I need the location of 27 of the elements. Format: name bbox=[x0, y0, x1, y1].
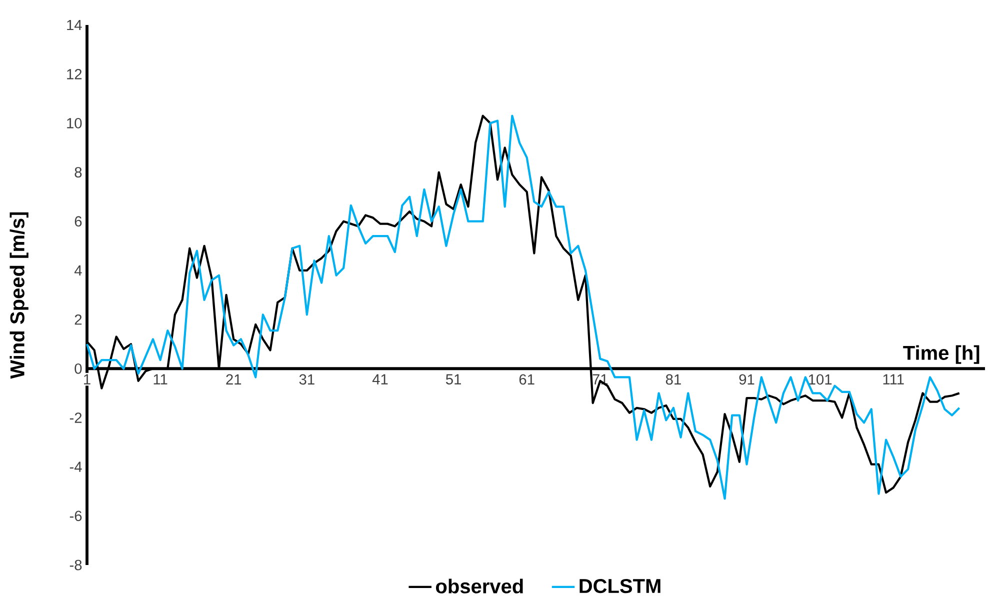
x-tick-label: 61 bbox=[519, 374, 534, 385]
y-tick-label: -8 bbox=[70, 560, 82, 570]
y-tick-label: -4 bbox=[70, 462, 82, 472]
legend-label: DCLSTM bbox=[580, 578, 660, 594]
x-axis-title: Time [h] bbox=[903, 345, 980, 364]
y-tick-label: 8 bbox=[74, 167, 82, 178]
x-tick-label: 41 bbox=[372, 374, 388, 384]
y-axis-title: Wind Speed [m/s] bbox=[10, 212, 28, 379]
y-tick-label: 14 bbox=[67, 20, 82, 30]
y-tick-label: 2 bbox=[74, 314, 82, 325]
y-tick-label: 4 bbox=[74, 265, 82, 276]
y-tick-label: -2 bbox=[70, 412, 82, 423]
y-tick-label: -6 bbox=[70, 510, 82, 522]
x-tick-label: 111 bbox=[883, 374, 904, 384]
x-tick-label: 21 bbox=[226, 374, 242, 384]
x-tick-label: 1 bbox=[84, 374, 90, 384]
x-tick-label: 101 bbox=[808, 374, 832, 385]
y-tick-label: 0 bbox=[74, 363, 82, 374]
legend-label: observed bbox=[436, 578, 523, 594]
y-tick-label: 12 bbox=[67, 68, 82, 80]
x-tick-label: 11 bbox=[154, 374, 168, 384]
y-tick-label: 6 bbox=[74, 216, 82, 227]
x-tick-label: 91 bbox=[739, 374, 754, 385]
x-tick-label: 81 bbox=[666, 374, 681, 385]
y-tick-label: 10 bbox=[67, 118, 82, 128]
x-tick-label: 51 bbox=[446, 374, 461, 384]
x-tick-label: 31 bbox=[299, 374, 314, 385]
